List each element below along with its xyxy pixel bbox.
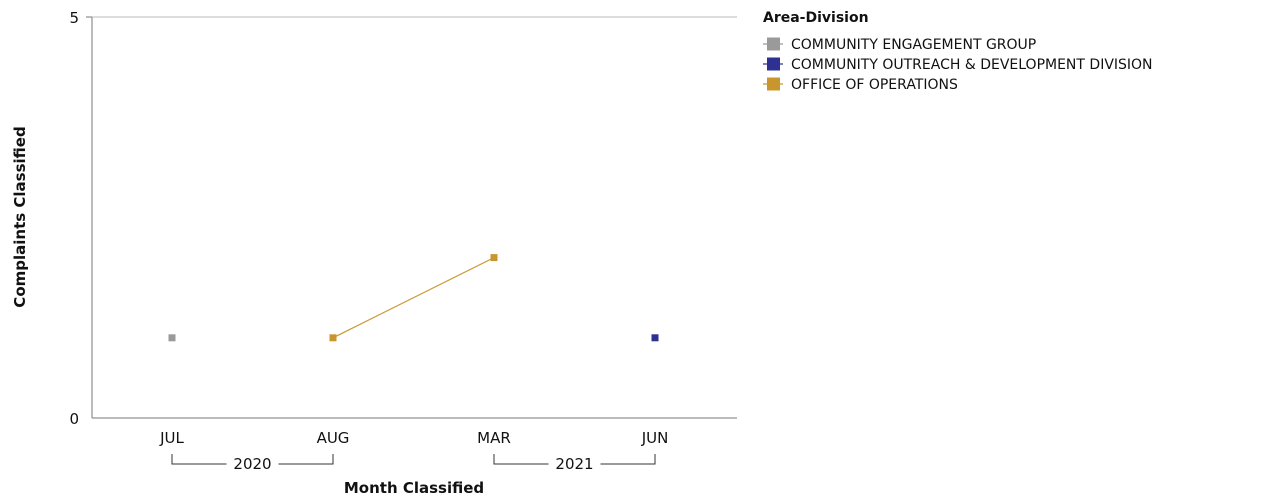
x-tick-label: MAR	[477, 429, 511, 447]
legend-title: Area-Division	[763, 10, 869, 26]
legend-swatch	[767, 57, 780, 71]
data-point	[651, 334, 659, 342]
legend-entry-label: COMMUNITY ENGAGEMENT GROUP	[791, 37, 1036, 53]
y-axis-title: Complaints Classified	[11, 126, 29, 307]
legend-entry-label: OFFICE OF OPERATIONS	[791, 77, 958, 93]
data-point	[329, 334, 337, 342]
series-line-segment	[332, 257, 495, 339]
legend-swatch	[767, 77, 780, 91]
year-group-label: 2020	[233, 455, 271, 473]
y-tick-label-max: 5	[69, 9, 79, 27]
x-tick-labels: JUL AUG MAR JUN	[159, 429, 668, 447]
legend: COMMUNITY ENGAGEMENT GROUP COMMUNITY OUTR…	[763, 37, 1153, 93]
year-bracket-right	[600, 454, 656, 465]
year-bracket-left	[171, 454, 227, 465]
x-tick-label: AUG	[317, 429, 350, 447]
x-year-groups: 2020 2021	[171, 454, 656, 473]
year-bracket-right	[278, 454, 334, 465]
x-axis-title: Month Classified	[344, 479, 484, 497]
x-tick-label: JUN	[641, 429, 669, 447]
data-point	[168, 334, 176, 342]
x-tick-label: JUL	[159, 429, 184, 447]
data-point	[490, 254, 498, 262]
legend-entry-label: COMMUNITY OUTREACH & DEVELOPMENT DIVISIO…	[791, 57, 1153, 73]
year-bracket-left	[493, 454, 549, 465]
legend-swatch	[767, 37, 780, 51]
year-group-label: 2021	[555, 455, 593, 473]
y-tick-label-min: 0	[69, 410, 79, 428]
series-layer	[168, 254, 659, 342]
